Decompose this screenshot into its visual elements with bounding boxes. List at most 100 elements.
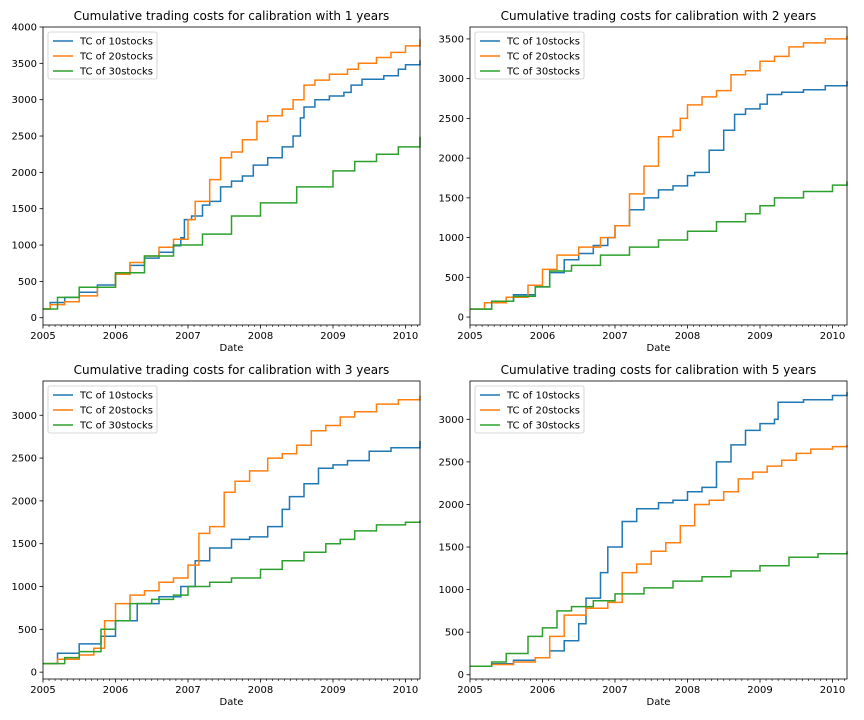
y-tick-label: 3000: [439, 415, 464, 426]
x-tick-label: 2008: [248, 685, 273, 696]
y-tick-label: 500: [18, 277, 37, 288]
axes-frame: [469, 26, 848, 326]
x-axis-label: Date: [220, 343, 244, 354]
legend-label: TC of 10stocks: [79, 37, 153, 48]
series-line-tc-of-30stocks: [470, 181, 848, 310]
y-tick-label: 1500: [12, 204, 37, 215]
y-tick-label: 2000: [439, 154, 464, 165]
chart-title: Cumulative trading costs for calibration…: [501, 363, 817, 377]
x-tick-label: 2005: [457, 331, 482, 342]
x-tick-label: 2010: [393, 331, 418, 342]
legend: TC of 10stocks TC of 20stocks TC of 30stoc…: [47, 31, 158, 80]
x-tick-label: 2008: [675, 331, 700, 342]
y-tick-label: 1000: [439, 585, 464, 596]
legend-label: TC of 10stocks: [506, 37, 580, 48]
x-tick-label: 2009: [747, 331, 772, 342]
subplot-3: Cumulative trading costs for calibration…: [12, 363, 421, 708]
y-tick-label: 1500: [439, 543, 464, 554]
x-axis-label: Date: [220, 697, 244, 708]
series-line-tc-of-20stocks: [43, 395, 421, 665]
y-tick-label: 2500: [12, 132, 37, 143]
x-axis-label: Date: [647, 343, 671, 354]
x-tick-label: 2007: [602, 685, 627, 696]
legend-label: TC of 20stocks: [506, 406, 580, 417]
series-line-tc-of-30stocks: [470, 551, 848, 667]
y-tick-label: 3000: [439, 74, 464, 85]
x-tick-label: 2007: [175, 685, 200, 696]
legend-label: TC of 20stocks: [79, 52, 153, 63]
y-tick-label: 1500: [12, 539, 37, 550]
y-tick-label: 1000: [12, 582, 37, 593]
x-tick-label: 2005: [457, 685, 482, 696]
y-tick-label: 4000: [12, 23, 37, 34]
subplot-2: Cumulative trading costs for calibration…: [439, 9, 848, 354]
chart-title: Cumulative trading costs for calibration…: [74, 9, 390, 23]
series-line-tc-of-30stocks: [43, 520, 421, 665]
subplot-1: Cumulative trading costs for calibration…: [12, 9, 421, 354]
y-tick-label: 2000: [12, 496, 37, 507]
legend-label: TC of 30stocks: [506, 67, 580, 78]
legend-label: TC of 20stocks: [506, 52, 580, 63]
y-tick-label: 0: [458, 670, 464, 681]
x-tick-label: 2010: [393, 685, 418, 696]
legend: TC of 10stocks TC of 20stocks TC of 30stoc…: [474, 385, 585, 434]
chart-title: Cumulative trading costs for calibration…: [74, 363, 390, 377]
y-tick-label: 0: [31, 313, 37, 324]
x-axis-label: Date: [647, 697, 671, 708]
y-tick-label: 500: [445, 628, 464, 639]
legend-label: TC of 30stocks: [79, 67, 153, 78]
y-tick-label: 2500: [439, 457, 464, 468]
axes-frame: [42, 26, 421, 326]
legend-label: TC of 10stocks: [506, 391, 580, 402]
x-tick-label: 2009: [320, 685, 345, 696]
axes-frame: [42, 380, 421, 680]
legend-label: TC of 30stocks: [506, 421, 580, 432]
x-tick-label: 2009: [747, 685, 772, 696]
y-tick-label: 500: [18, 625, 37, 636]
x-tick-label: 2010: [820, 685, 845, 696]
x-tick-label: 2006: [530, 685, 555, 696]
axes-frame: [469, 380, 848, 680]
y-tick-label: 3000: [12, 95, 37, 106]
legend-label: TC of 20stocks: [79, 406, 153, 417]
legend-label: TC of 30stocks: [79, 421, 153, 432]
y-tick-label: 2500: [439, 114, 464, 125]
x-tick-label: 2005: [30, 685, 55, 696]
y-tick-label: 1000: [439, 233, 464, 244]
y-tick-label: 2000: [439, 500, 464, 511]
series-line-tc-of-10stocks: [470, 81, 848, 310]
series-line-tc-of-10stocks: [43, 440, 421, 665]
series-line-tc-of-30stocks: [43, 136, 421, 310]
y-tick-label: 3500: [12, 59, 37, 70]
subplot-4: Cumulative trading costs for calibration…: [439, 363, 848, 708]
y-tick-label: 0: [458, 313, 464, 324]
x-tick-label: 2008: [248, 331, 273, 342]
y-tick-label: 1000: [12, 241, 37, 252]
x-tick-label: 2009: [320, 331, 345, 342]
legend-box: [474, 31, 585, 80]
x-tick-label: 2005: [30, 331, 55, 342]
legend-box: [47, 31, 158, 80]
legend: TC of 10stocks TC of 20stocks TC of 30stoc…: [47, 385, 158, 434]
y-tick-label: 3000: [12, 411, 37, 422]
series-line-tc-of-20stocks: [470, 444, 848, 667]
x-tick-label: 2010: [820, 331, 845, 342]
x-tick-label: 2006: [103, 331, 128, 342]
x-tick-label: 2006: [103, 685, 128, 696]
x-tick-label: 2007: [602, 331, 627, 342]
series-line-tc-of-10stocks: [43, 60, 421, 310]
chart-title: Cumulative trading costs for calibration…: [501, 9, 817, 23]
legend-label: TC of 10stocks: [79, 391, 153, 402]
y-tick-label: 0: [31, 668, 37, 679]
y-tick-label: 2000: [12, 168, 37, 179]
legend-box: [47, 385, 158, 434]
y-tick-label: 500: [445, 273, 464, 284]
y-tick-label: 1500: [439, 193, 464, 204]
x-tick-label: 2008: [675, 685, 700, 696]
legend-box: [474, 385, 585, 434]
x-tick-label: 2007: [175, 331, 200, 342]
y-tick-label: 2500: [12, 454, 37, 465]
y-tick-label: 3500: [439, 34, 464, 45]
x-tick-label: 2006: [530, 331, 555, 342]
